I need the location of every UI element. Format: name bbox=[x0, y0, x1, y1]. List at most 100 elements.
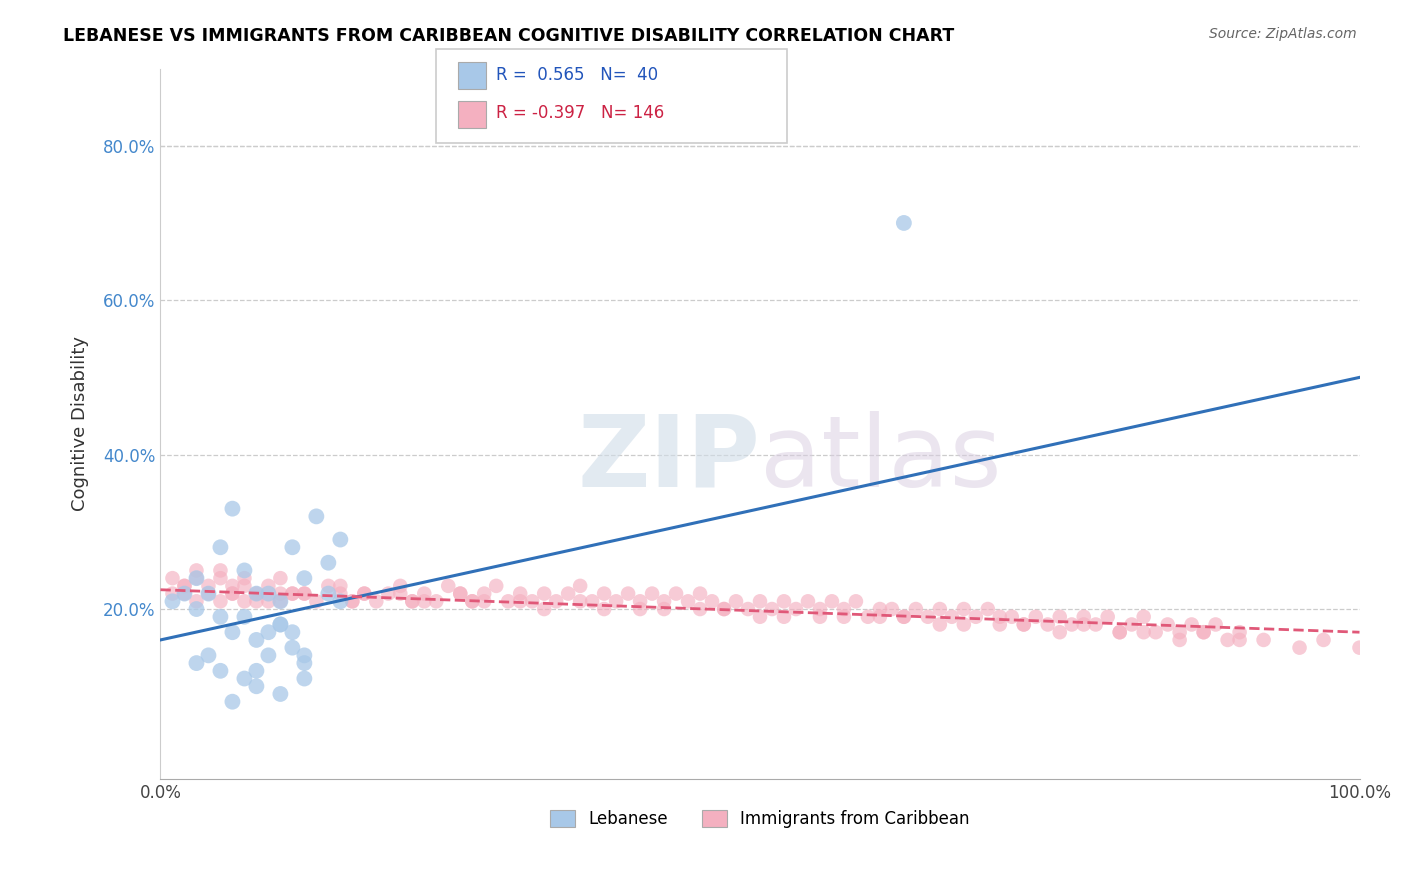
Point bbox=[509, 594, 531, 608]
Point bbox=[509, 586, 531, 600]
Point bbox=[389, 579, 412, 593]
Point bbox=[257, 648, 280, 663]
Point bbox=[245, 632, 267, 647]
Point bbox=[893, 609, 915, 624]
Point bbox=[221, 586, 243, 600]
Point bbox=[785, 602, 807, 616]
Point bbox=[1012, 617, 1035, 632]
Point bbox=[318, 579, 340, 593]
Point bbox=[197, 586, 219, 600]
Point bbox=[413, 594, 436, 608]
Point bbox=[353, 586, 375, 600]
Point bbox=[689, 602, 711, 616]
Point bbox=[928, 602, 950, 616]
Point bbox=[1097, 609, 1119, 624]
Point bbox=[904, 602, 927, 616]
Point bbox=[472, 594, 495, 608]
Point bbox=[1181, 617, 1204, 632]
Point bbox=[808, 602, 831, 616]
Point bbox=[366, 594, 388, 608]
Point bbox=[485, 579, 508, 593]
Point bbox=[233, 563, 256, 577]
Point bbox=[209, 571, 232, 585]
Text: ZIP: ZIP bbox=[576, 410, 761, 508]
Point bbox=[665, 586, 688, 600]
Point bbox=[1073, 609, 1095, 624]
Point bbox=[245, 586, 267, 600]
Point bbox=[186, 571, 208, 585]
Point bbox=[953, 617, 976, 632]
Point bbox=[1001, 609, 1024, 624]
Point bbox=[749, 594, 772, 608]
Point bbox=[292, 571, 315, 585]
Text: Source: ZipAtlas.com: Source: ZipAtlas.com bbox=[1209, 27, 1357, 41]
Point bbox=[856, 609, 879, 624]
Point bbox=[1229, 625, 1251, 640]
Point bbox=[269, 594, 291, 608]
Point bbox=[209, 541, 232, 555]
Point bbox=[1348, 640, 1371, 655]
Point bbox=[593, 602, 616, 616]
Point bbox=[162, 571, 184, 585]
Point bbox=[1192, 625, 1215, 640]
Point bbox=[1025, 609, 1047, 624]
Point bbox=[1168, 625, 1191, 640]
Point bbox=[1073, 617, 1095, 632]
Point bbox=[880, 602, 903, 616]
Point bbox=[1132, 609, 1154, 624]
Point bbox=[186, 656, 208, 670]
Point bbox=[413, 586, 436, 600]
Point bbox=[1012, 617, 1035, 632]
Point bbox=[821, 594, 844, 608]
Point bbox=[1108, 625, 1130, 640]
Point bbox=[233, 579, 256, 593]
Point bbox=[773, 594, 796, 608]
Point bbox=[652, 602, 675, 616]
Point bbox=[221, 625, 243, 640]
Point bbox=[292, 672, 315, 686]
Point bbox=[173, 586, 195, 600]
Point bbox=[257, 625, 280, 640]
Point bbox=[869, 602, 891, 616]
Point bbox=[257, 586, 280, 600]
Point bbox=[1036, 617, 1059, 632]
Point bbox=[197, 579, 219, 593]
Point bbox=[737, 602, 759, 616]
Point bbox=[713, 602, 735, 616]
Point bbox=[186, 594, 208, 608]
Point bbox=[869, 609, 891, 624]
Point bbox=[173, 579, 195, 593]
Point bbox=[761, 602, 783, 616]
Point bbox=[1288, 640, 1310, 655]
Point bbox=[461, 594, 484, 608]
Point bbox=[209, 563, 232, 577]
Point bbox=[186, 563, 208, 577]
Point bbox=[628, 594, 651, 608]
Point bbox=[221, 579, 243, 593]
Point bbox=[353, 586, 375, 600]
Point bbox=[965, 609, 987, 624]
Point bbox=[245, 594, 267, 608]
Point bbox=[197, 648, 219, 663]
Point bbox=[233, 594, 256, 608]
Text: LEBANESE VS IMMIGRANTS FROM CARIBBEAN COGNITIVE DISABILITY CORRELATION CHART: LEBANESE VS IMMIGRANTS FROM CARIBBEAN CO… bbox=[63, 27, 955, 45]
Point bbox=[1168, 632, 1191, 647]
Point bbox=[281, 541, 304, 555]
Point bbox=[1216, 632, 1239, 647]
Point bbox=[953, 602, 976, 616]
Point bbox=[305, 594, 328, 608]
Point bbox=[329, 586, 352, 600]
Point bbox=[977, 602, 1000, 616]
Point bbox=[461, 594, 484, 608]
Point bbox=[233, 571, 256, 585]
Point bbox=[1132, 625, 1154, 640]
Point bbox=[1156, 617, 1178, 632]
Point bbox=[209, 609, 232, 624]
Point bbox=[281, 586, 304, 600]
Point bbox=[342, 594, 364, 608]
Point bbox=[569, 594, 592, 608]
Point bbox=[700, 594, 723, 608]
Point bbox=[401, 594, 423, 608]
Point bbox=[269, 594, 291, 608]
Text: R = -0.397   N= 146: R = -0.397 N= 146 bbox=[496, 104, 665, 122]
